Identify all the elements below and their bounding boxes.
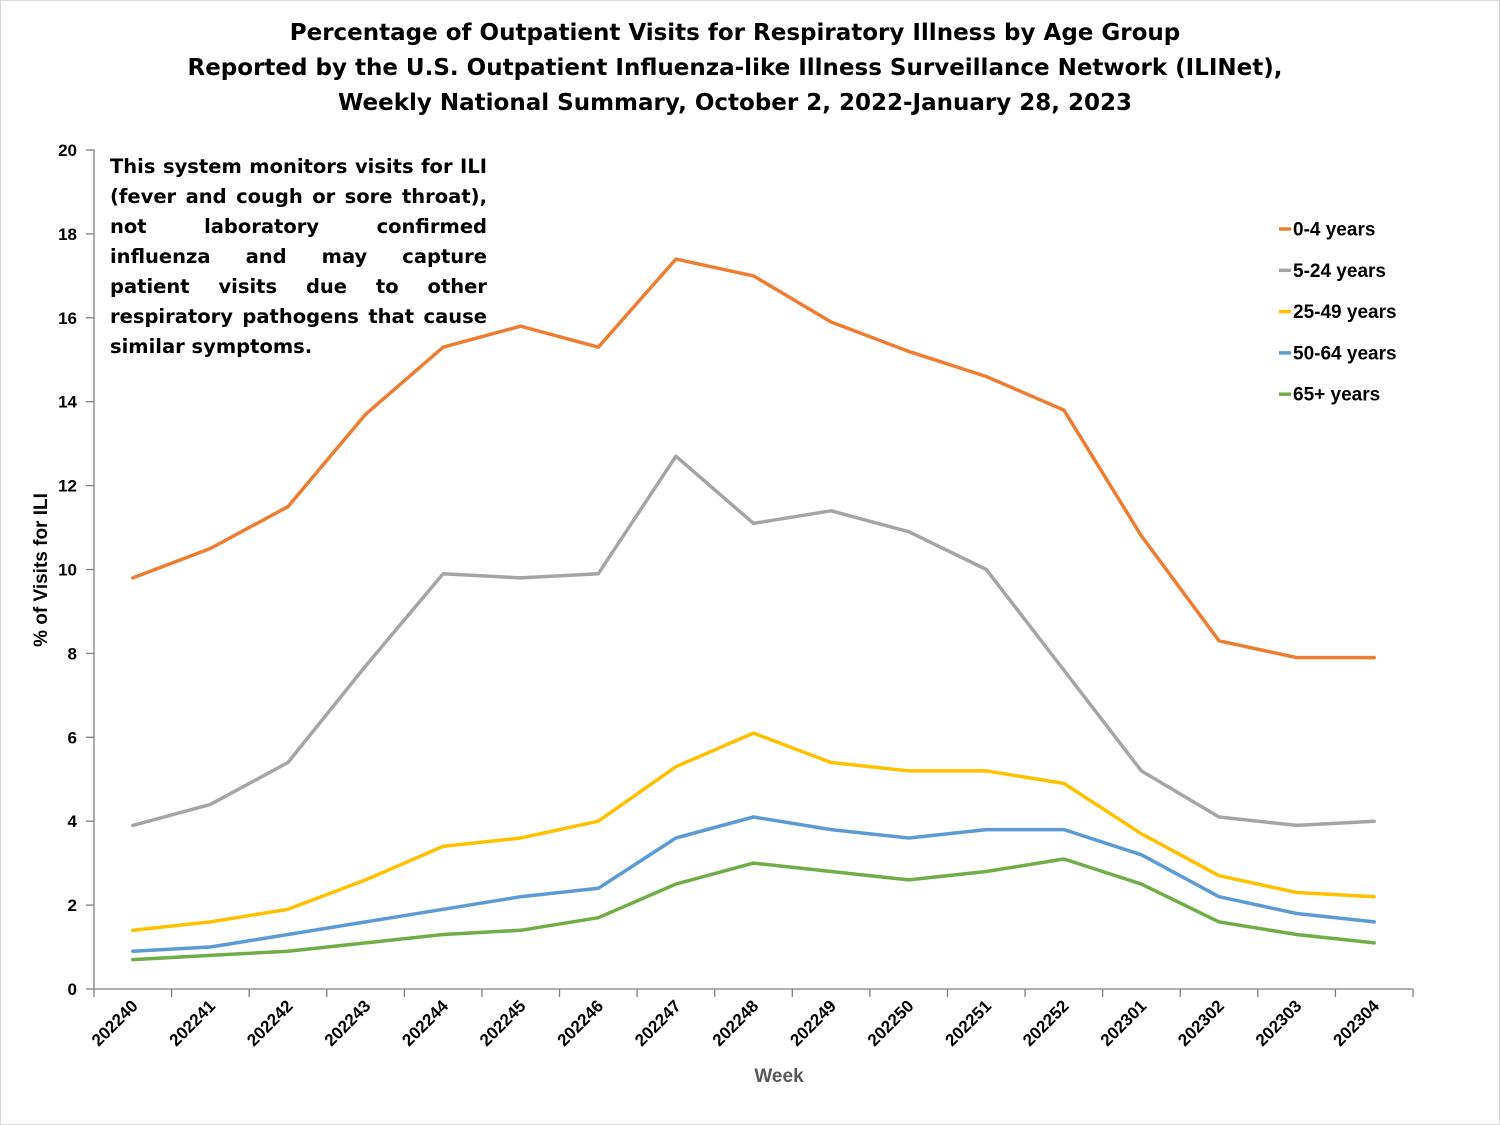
y-tick-label: 18 [58, 225, 77, 244]
x-tick-label: 202243 [321, 996, 375, 1050]
x-tick-label: 202249 [786, 996, 840, 1050]
x-tick-label: 202252 [1019, 996, 1073, 1050]
series-line-0 [131, 257, 1376, 660]
legend-label-0: 0-4 years [1293, 220, 1375, 241]
y-tick-label: 2 [68, 896, 77, 915]
y-axis-title: % of Visits for ILI [31, 493, 52, 647]
legend-label-3: 50-64 years [1293, 343, 1397, 364]
legend: 0-4 years 5-24 years 25-49 years 50-64 year… [1279, 220, 1397, 406]
chart-title: Percentage of Outpatient Visits for Resp… [100, 16, 1370, 121]
x-tick-label: 202250 [864, 996, 918, 1050]
y-tick-label: 14 [58, 393, 77, 412]
legend-label-2: 25-49 years [1293, 302, 1397, 323]
x-tick-label: 202303 [1252, 996, 1306, 1050]
title-line-2: Reported by the U.S. Outpatient Influenz… [187, 55, 1283, 81]
x-tick-label: 202248 [709, 996, 763, 1050]
y-tick-label: 12 [58, 477, 77, 496]
y-tick-label: 0 [68, 980, 77, 999]
series-line-1 [131, 454, 1376, 828]
x-tick-label: 202251 [942, 996, 996, 1050]
x-tick-label: 202302 [1174, 996, 1228, 1050]
y-tick-label: 8 [68, 644, 77, 663]
x-axis-ticks: 202240 202241 202242 202243 202244 202245 2022… [88, 989, 1414, 1050]
x-tick-label: 202246 [554, 996, 608, 1050]
x-tick-label: 202242 [243, 996, 297, 1050]
title-line-3: Weekly National Summary, October 2, 2022… [337, 90, 1132, 116]
y-axis-ticks: 0 2 4 6 8 10 12 14 16 18 20 [58, 141, 94, 999]
x-tick-label: 202244 [398, 996, 452, 1050]
series-line-2 [131, 731, 1376, 933]
legend-label-1: 5-24 years [1293, 261, 1386, 282]
y-tick-label: 20 [58, 141, 77, 160]
series-lines [131, 257, 1376, 962]
x-tick-label: 202247 [631, 996, 685, 1050]
x-tick-label: 202304 [1329, 996, 1383, 1050]
x-tick-label: 202301 [1097, 996, 1151, 1050]
y-tick-label: 10 [58, 561, 77, 580]
y-tick-label: 4 [68, 812, 78, 831]
x-tick-label: 202245 [476, 996, 530, 1050]
x-tick-label: 202240 [88, 996, 142, 1050]
x-axis-title: Week [754, 1066, 804, 1087]
y-tick-label: 6 [68, 728, 77, 747]
title-line-1: Percentage of Outpatient Visits for Resp… [289, 20, 1181, 46]
legend-label-4: 65+ years [1293, 385, 1380, 406]
annotation-note: This system monitors visits for ILI (fev… [110, 155, 487, 358]
series-line-3 [131, 815, 1376, 953]
x-tick-label: 202241 [166, 996, 220, 1050]
series-line-4 [131, 857, 1376, 962]
y-tick-label: 16 [58, 309, 77, 328]
